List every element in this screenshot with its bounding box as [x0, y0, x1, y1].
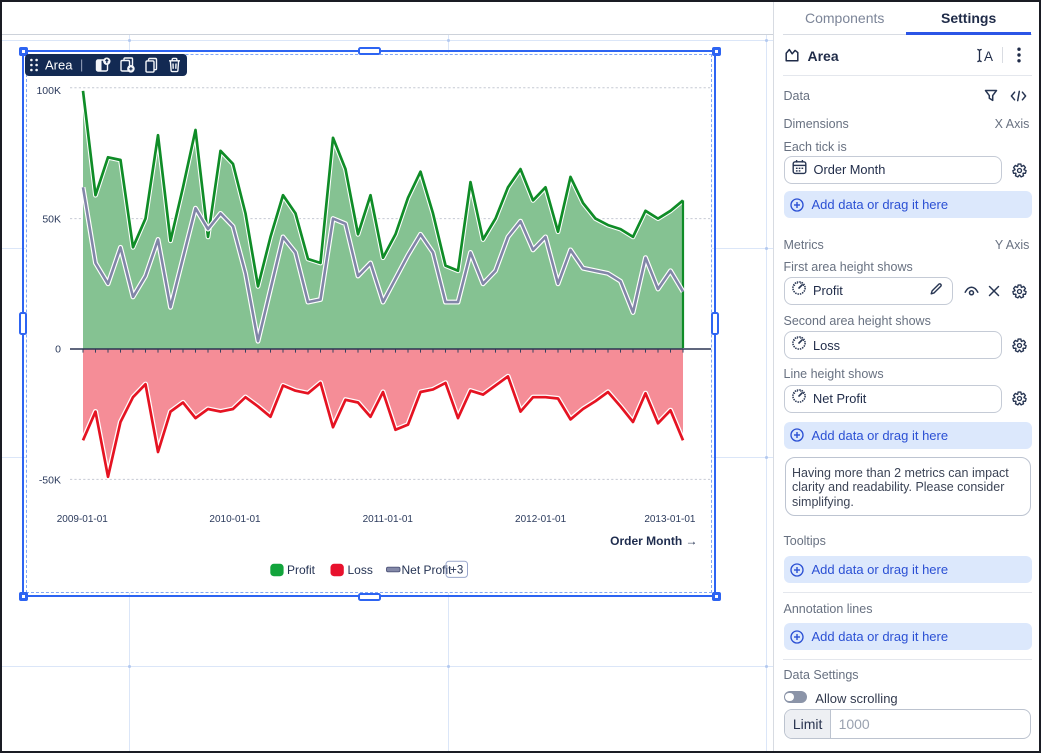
svg-text:A: A — [984, 49, 993, 64]
svg-text:2011-01-01: 2011-01-01 — [363, 514, 414, 525]
svg-text:0: 0 — [55, 344, 61, 356]
svg-text:Loss: Loss — [348, 563, 373, 577]
svg-text:50K: 50K — [42, 213, 61, 225]
svg-text:Net Profit: Net Profit — [402, 563, 453, 577]
svg-text:+3: +3 — [450, 565, 463, 577]
svg-text:2009-01-01: 2009-01-01 — [57, 514, 109, 525]
svg-text:Profit: Profit — [287, 563, 316, 577]
svg-text:100K: 100K — [36, 85, 61, 97]
svg-text:2012-01-01: 2012-01-01 — [515, 514, 567, 525]
svg-text:-50K: -50K — [39, 474, 61, 486]
svg-text:2010-01-01: 2010-01-01 — [209, 514, 261, 525]
svg-text:Order Month →: Order Month → — [610, 534, 697, 548]
svg-text:2013-01-01: 2013-01-01 — [644, 514, 696, 525]
